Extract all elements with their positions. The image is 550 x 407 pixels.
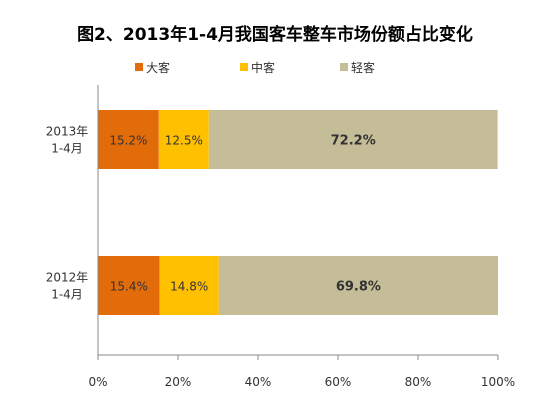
data-label-1-2: 12.5% — [165, 134, 203, 148]
category-labels: 2013年 1-4月 2012年 1-4月 — [46, 125, 89, 302]
bars: 15.2% 12.5% 72.2% 15.4% 14.8% 69.8% — [98, 110, 499, 315]
legend-label-2: 中客 — [251, 60, 275, 75]
bar-1-1 — [98, 110, 159, 169]
legend-swatch-3 — [340, 63, 348, 71]
bar-2-1 — [98, 256, 160, 315]
x-tick-label-2: 20% — [165, 375, 192, 389]
legend-swatch-1 — [135, 63, 143, 71]
x-tick-label-6: 100% — [481, 375, 515, 389]
x-tick-label-1: 0% — [88, 375, 107, 389]
legend-label-1: 大客 — [146, 60, 170, 75]
legend-label-3: 轻客 — [351, 60, 375, 75]
x-tick-label-4: 60% — [325, 375, 352, 389]
bar-2-3 — [218, 256, 499, 315]
category-label-1-line2: 1-4月 — [51, 142, 83, 156]
x-tick-label-3: 40% — [245, 375, 272, 389]
category-label-2-line1: 2012年 — [46, 271, 89, 285]
x-axis: 0% 20% 40% 60% 80% 100% — [88, 85, 515, 389]
data-label-1-3: 72.2% — [331, 134, 376, 149]
category-label-2-line2: 1-4月 — [51, 288, 83, 302]
bar-1-3 — [208, 110, 498, 169]
data-label-2-3: 69.8% — [336, 280, 381, 295]
legend-swatch-2 — [240, 63, 248, 71]
chart-title: 图2、2013年1-4月我国客车整车市场份额占比变化 — [77, 24, 473, 45]
x-tick-label-5: 80% — [405, 375, 432, 389]
legend: 大客 中客 轻客 — [135, 60, 375, 75]
data-label-2-1: 15.4% — [110, 280, 148, 294]
bar-1-2 — [158, 110, 209, 169]
data-label-1-1: 15.2% — [109, 134, 147, 148]
bar-2-2 — [159, 256, 219, 315]
category-label-1-line1: 2013年 — [46, 125, 89, 139]
data-label-2-2: 14.8% — [170, 280, 208, 294]
